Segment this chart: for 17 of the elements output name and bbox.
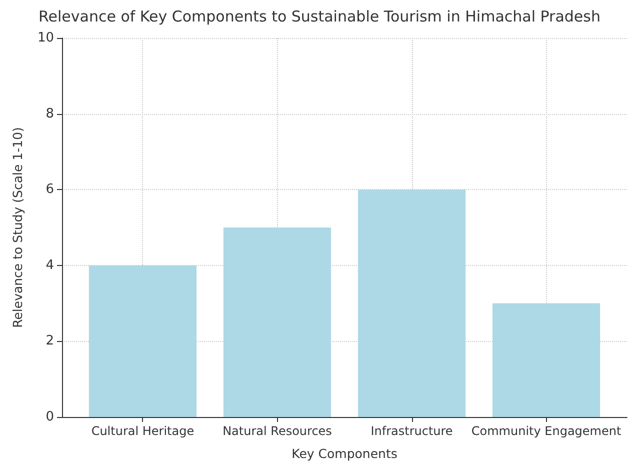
bar (223, 228, 332, 417)
y-tick-label: 8 (46, 106, 54, 122)
bar (358, 190, 466, 417)
chart-title: Relevance of Key Components to Sustainable Tourism in Himachal Pradesh (38, 8, 600, 26)
y-tick-label: 6 (46, 182, 54, 198)
bar (492, 303, 600, 417)
y-tick-label: 4 (46, 258, 54, 273)
y-tick-label: 10 (37, 30, 54, 46)
bar (88, 265, 197, 417)
x-tick-label: Community Engagement (471, 424, 622, 438)
x-tick-label: Cultural Heritage (91, 424, 194, 438)
x-tick-label: Infrastructure (370, 424, 453, 438)
y-tick-label: 0 (46, 410, 54, 424)
y-tick-label: 2 (46, 334, 54, 349)
x-axis-title: Key Components (292, 446, 398, 461)
y-axis-title: Relevance to Study (Scale 1-10) (10, 127, 25, 328)
x-tick-label: Natural Resources (222, 424, 332, 438)
